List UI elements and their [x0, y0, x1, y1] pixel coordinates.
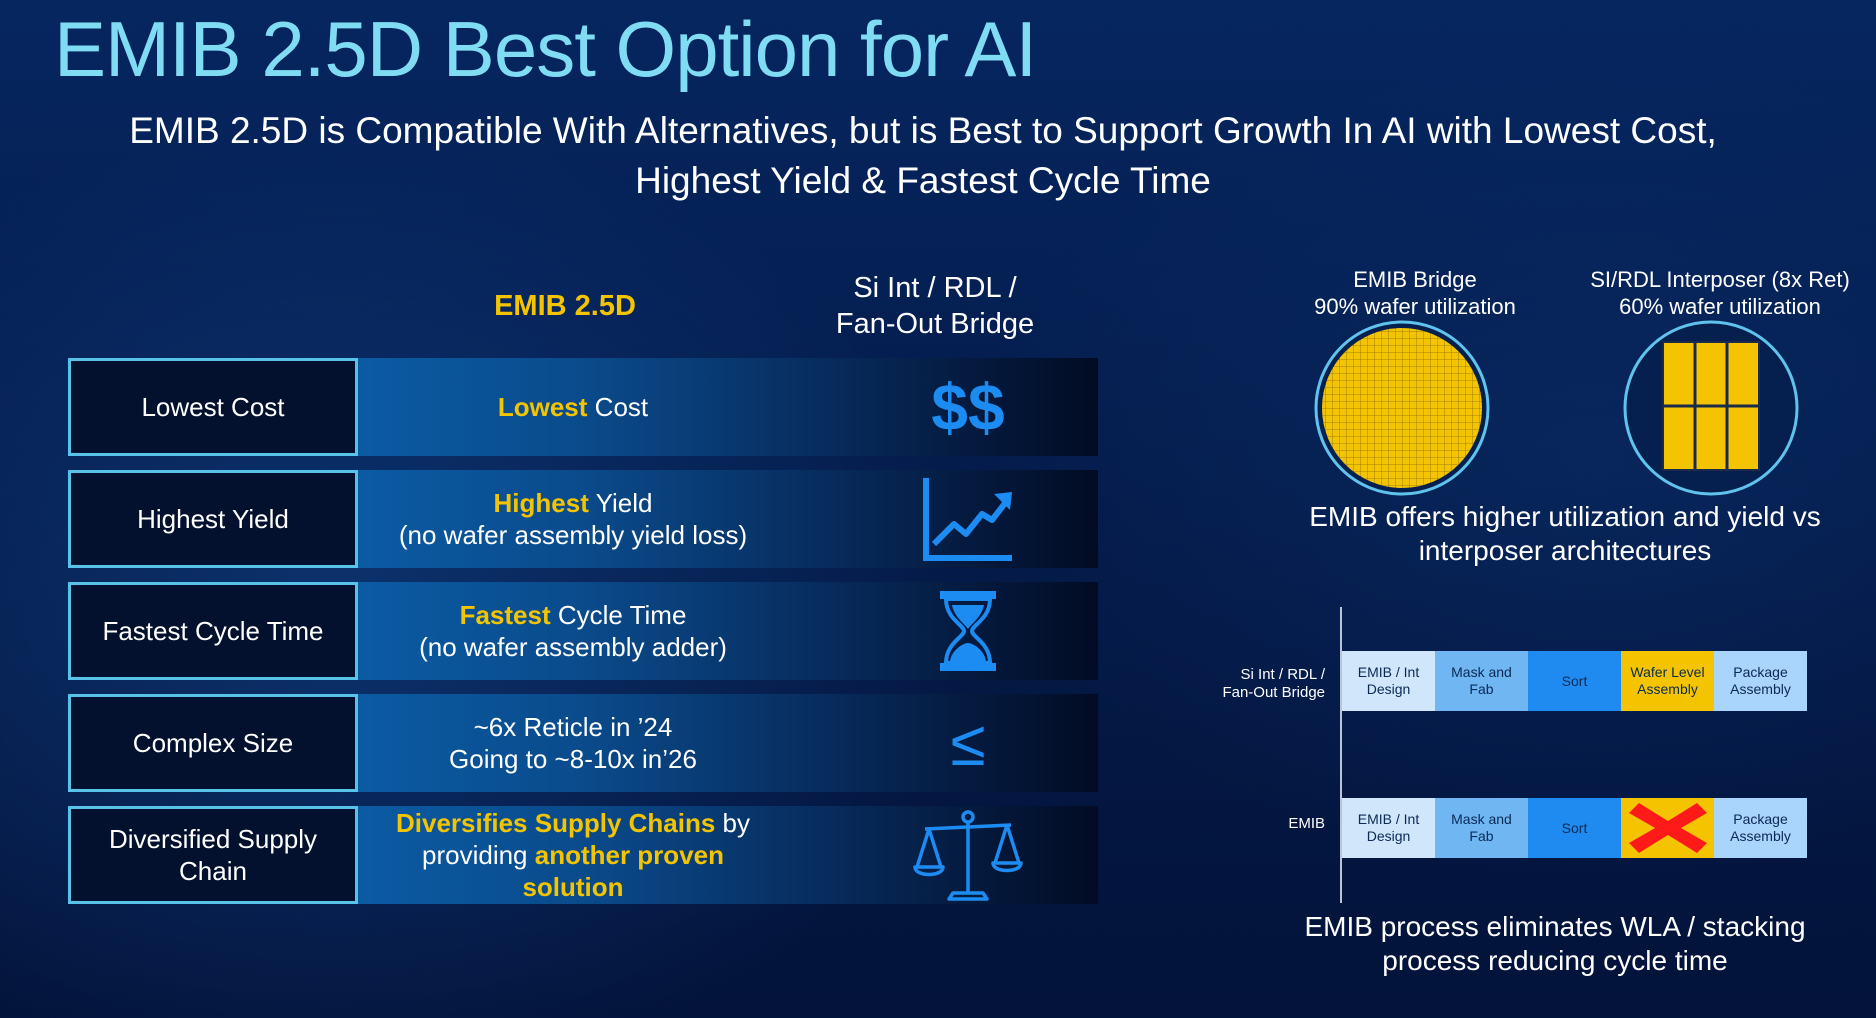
description-text: by — [715, 808, 750, 838]
row-label: Fastest Cycle Time — [68, 582, 358, 680]
balance-scale-icon — [868, 806, 1068, 904]
description-text: Yield — [588, 488, 653, 518]
process-step: EMIB / Int Design — [1342, 798, 1435, 858]
less-equal-symbol: ≤ — [950, 707, 986, 779]
comparison-row-fastest-cycle-time: Fastest Cycle Time Fastest Cycle Time (n… — [68, 582, 1098, 680]
row-label: Complex Size — [68, 694, 358, 792]
comparison-row-highest-yield: Highest Yield Highest Yield (no wafer as… — [68, 470, 1098, 568]
subtitle-line-1: EMIB 2.5D is Compatible With Alternative… — [129, 110, 1717, 151]
highlight-text: Fastest — [459, 600, 551, 630]
process-step-label-line-2: Assembly — [1637, 681, 1698, 697]
hourglass-icon — [868, 582, 1068, 680]
description-line-1: ~6x Reticle in ’24 — [473, 712, 673, 742]
process-step-label-line-2: Fab — [1469, 828, 1494, 844]
interposer-wafer-utilization: 60% wafer utilization — [1619, 294, 1821, 319]
description-line-2: Going to ~8-10x in’26 — [449, 744, 697, 774]
process-step-label-line-2: Design — [1366, 828, 1411, 844]
process-step-label-line-1: Sort — [1561, 672, 1588, 689]
subtitle-line-2: Highest Yield & Fastest Cycle Time — [635, 160, 1211, 201]
process-step: EMIB / Int Design — [1342, 651, 1435, 711]
alt-process-label-line-2: Fan-Out Bridge — [1222, 684, 1325, 701]
row-label-line-2: Chain — [179, 856, 247, 886]
process-step: Package Assembly — [1714, 798, 1807, 858]
row-description: Fastest Cycle Time (no wafer assembly ad… — [368, 582, 778, 680]
dollar-icon: $$ — [868, 358, 1068, 456]
process-step-label-line-1: Wafer Level — [1630, 664, 1705, 680]
alt-process-label-line-1: Si Int / RDL / — [1240, 666, 1325, 683]
interposer-wafer-title: SI/RDL Interposer (8x Ret) — [1590, 267, 1850, 292]
page-subtitle: EMIB 2.5D is Compatible With Alternative… — [0, 106, 1846, 206]
comparison-row-lowest-cost: Lowest Cost Lowest Cost $$ — [68, 358, 1098, 456]
interposer-wafer-label: SI/RDL Interposer (8x Ret) 60% wafer uti… — [1570, 266, 1870, 320]
row-description: Lowest Cost — [368, 358, 778, 456]
row-label: Highest Yield — [68, 470, 358, 568]
emib-wafer-label: EMIB Bridge 90% wafer utilization — [1290, 266, 1540, 320]
trend-chart-icon — [868, 470, 1068, 568]
process-step: Sort — [1528, 651, 1621, 711]
dollar-symbol: $$ — [931, 370, 1005, 444]
process-step-label-line-2: Fab — [1469, 681, 1494, 697]
description-line-2: (no wafer assembly adder) — [419, 632, 727, 662]
interposer-wafer-diagram — [1623, 320, 1799, 496]
row-cell-background — [358, 806, 1098, 904]
comparison-row-complex-size: Complex Size ~6x Reticle in ’24 Going to… — [68, 694, 1098, 792]
process-step-label-line-2: Assembly — [1730, 828, 1791, 844]
comparison-row-diversified-supply-chain: Diversified Supply Chain Diversifies Sup… — [68, 806, 1098, 904]
wafer-caption-line-2: interposer architectures — [1418, 535, 1712, 566]
row-description: Highest Yield (no wafer assembly yield l… — [368, 470, 778, 568]
highlight-text: Highest — [493, 488, 589, 518]
process-step: Mask and Fab — [1435, 651, 1528, 711]
description-text: providing — [422, 840, 535, 870]
process-step-label-line-1: EMIB / Int — [1357, 811, 1420, 827]
emib-wafer-utilization: 90% wafer utilization — [1314, 294, 1516, 319]
process-step: Package Assembly — [1714, 651, 1807, 711]
description-text: Cycle Time — [550, 600, 687, 630]
emib-wafer-title: EMIB Bridge — [1353, 267, 1477, 292]
process-step-label-line-1: Package — [1733, 664, 1788, 680]
highlight-text: Diversifies Supply Chains — [395, 808, 716, 838]
column-header-emib: EMIB 2.5D — [494, 290, 636, 322]
alt-process-label: Si Int / RDL / Fan-Out Bridge — [1180, 666, 1325, 702]
process-step-label-line-1: EMIB / Int — [1357, 664, 1420, 680]
process-step: Mask and Fab — [1435, 798, 1528, 858]
process-caption-line-2: process reducing cycle time — [1382, 945, 1728, 976]
process-step-label-line-1: Sort — [1561, 819, 1588, 836]
row-cell-background — [358, 358, 1098, 456]
process-step-label-line-1: Mask and — [1451, 811, 1512, 827]
row-label: Diversified Supply Chain — [68, 806, 358, 904]
row-cell-background — [358, 694, 1098, 792]
process-step-label-line-2: Assembly — [1730, 681, 1791, 697]
column-header-alt-line-1: Si Int / RDL / — [853, 272, 1017, 304]
process-step-label-line-1: Mask and — [1451, 664, 1512, 680]
emib-process-label: EMIB — [1288, 815, 1325, 832]
process-step-label-line-2: Design — [1366, 681, 1411, 697]
x-mark-icon — [1628, 803, 1707, 853]
process-caption-line-1: EMIB process eliminates WLA / stacking — [1304, 911, 1806, 942]
process-step-removed — [1621, 798, 1714, 858]
less-equal-icon: ≤ — [868, 694, 1068, 792]
description-text: Cost — [587, 392, 649, 422]
wafer-caption-line-1: EMIB offers higher utilization and yield… — [1309, 501, 1821, 532]
process-caption: EMIB process eliminates WLA / stacking p… — [1240, 910, 1870, 978]
page-title: EMIB 2.5D Best Option for AI — [54, 5, 1037, 93]
process-step: Wafer Level Assembly — [1621, 651, 1714, 711]
highlight-text: another proven solution — [522, 840, 724, 902]
column-header-alternatives: Si Int / RDL / Fan-Out Bridge — [760, 270, 1110, 342]
column-header-alt-line-2: Fan-Out Bridge — [835, 308, 1035, 340]
process-step: Sort — [1528, 798, 1621, 858]
row-description: ~6x Reticle in ’24 Going to ~8-10x in’26 — [368, 694, 778, 792]
row-description: Diversifies Supply Chains by providing a… — [368, 806, 778, 904]
row-label-line-1: Diversified Supply — [108, 824, 318, 854]
description-line-2: (no wafer assembly yield loss) — [398, 520, 748, 550]
emib-wafer-diagram — [1314, 320, 1490, 496]
row-label: Lowest Cost — [68, 358, 358, 456]
timeline-axis — [1340, 607, 1342, 903]
wafer-caption: EMIB offers higher utilization and yield… — [1250, 500, 1876, 568]
process-step-label-line-1: Package — [1733, 811, 1788, 827]
highlight-text: Lowest — [497, 392, 588, 422]
